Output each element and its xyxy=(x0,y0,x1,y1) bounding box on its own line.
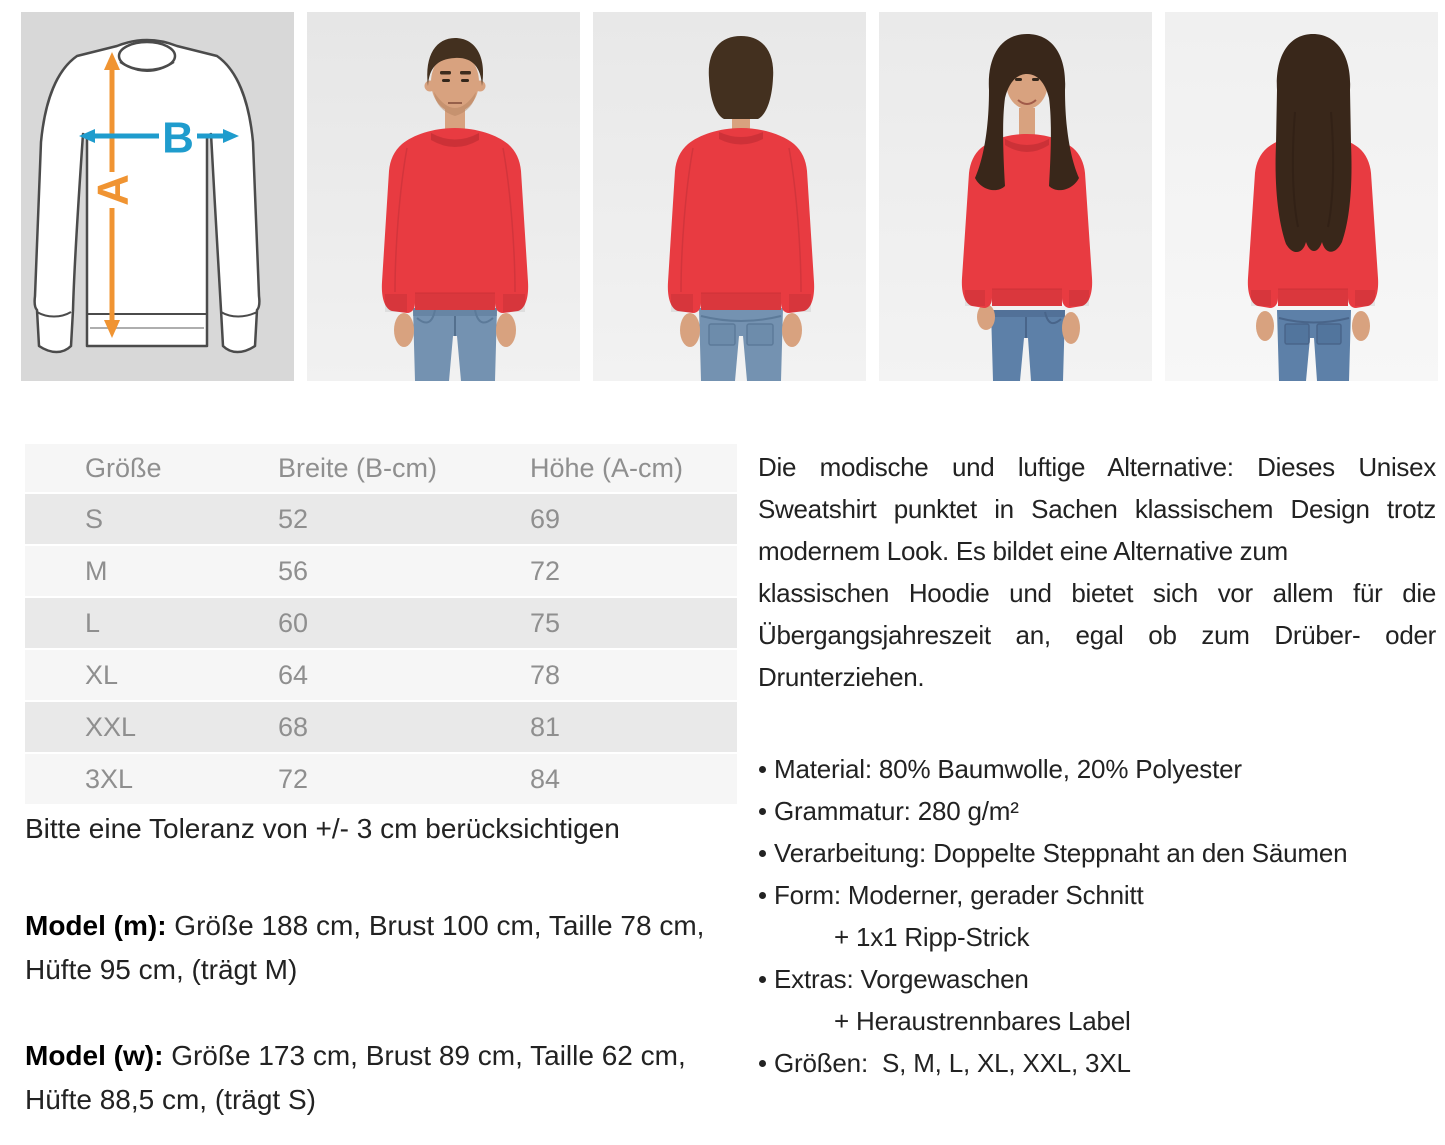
feature-extras-extra: + Heraustrennbares Label xyxy=(834,1006,1131,1036)
feature-form: Form: Moderner, gerader Schnitt xyxy=(758,874,1436,916)
cell-size: L xyxy=(85,607,101,638)
feature-verarbeitung: Verarbeitung: Doppelte Steppnaht an den … xyxy=(758,832,1436,874)
cell-size: XXL xyxy=(85,711,137,742)
bullet-icon xyxy=(759,892,766,899)
cell-size: 3XL xyxy=(85,763,134,794)
cell-width: 72 xyxy=(278,763,309,794)
cell-height: 72 xyxy=(530,555,561,586)
model-m-measurements-1: Größe 188 cm, Brust 100 cm, Taille 78 cm… xyxy=(166,910,705,941)
cell-size: XL xyxy=(85,659,119,690)
bullet-icon xyxy=(759,1060,766,1067)
bullet-icon xyxy=(759,850,766,857)
table-row: S 52 69 xyxy=(25,494,737,544)
bullet-icon xyxy=(759,766,766,773)
feature-form-extra: + 1x1 Ripp-Strick xyxy=(834,922,1030,952)
description-paragraph-2: klassischen Hoodie und bietet sich vor a… xyxy=(758,578,1436,692)
feature-grammatur: Grammatur: 280 g/m² xyxy=(758,790,1436,832)
sweatshirt-measure-diagram: A B xyxy=(21,12,294,381)
bullet-icon xyxy=(759,976,766,983)
photo-male-model-back xyxy=(593,12,866,381)
cell-width: 52 xyxy=(278,503,309,534)
table-row: 3XL 72 84 xyxy=(25,754,737,804)
height-label: A xyxy=(88,174,137,206)
size-diagram-image: A B xyxy=(21,12,294,381)
height-arrow-icon: A xyxy=(88,52,137,338)
model-m-measurements-2: Hüfte 95 cm, (trägt M) xyxy=(25,954,298,985)
description-panel: Die modische und luftige Alternative: Di… xyxy=(758,446,1436,1084)
table-row: M 56 72 xyxy=(25,546,737,596)
photo-male-model-front xyxy=(307,12,580,381)
feature-extras: Extras: Vorgewaschen xyxy=(758,958,1436,1000)
model-w-label: Model (w): xyxy=(25,1040,164,1071)
col-header-size: Größe xyxy=(85,452,162,483)
model-w-measurements-1: Größe 173 cm, Brust 89 cm, Taille 62 cm, xyxy=(163,1040,686,1071)
cell-height: 69 xyxy=(530,503,561,534)
cell-height: 81 xyxy=(530,711,561,742)
feature-list: Material: 80% Baumwolle, 20% Polyester G… xyxy=(758,748,1436,1084)
sweatshirt-outline-icon xyxy=(33,38,261,354)
table-row: XL 64 78 xyxy=(25,650,737,700)
photo-female-model-front xyxy=(879,12,1152,381)
size-table-header-row: Größe Breite (B-cm) Höhe (A-cm) xyxy=(25,444,737,492)
cell-height: 84 xyxy=(530,763,561,794)
photo-female-model-back xyxy=(1165,12,1438,381)
bullet-icon xyxy=(759,808,766,815)
cell-height: 78 xyxy=(530,659,561,690)
table-row: XXL 68 81 xyxy=(25,702,737,752)
model-w-info: Model (w): Größe 173 cm, Brust 89 cm, Ta… xyxy=(25,1034,737,1122)
cell-size: S xyxy=(85,503,104,534)
col-header-height: Höhe (A-cm) xyxy=(530,452,684,483)
model-m-info: Model (m): Größe 188 cm, Brust 100 cm, T… xyxy=(25,904,737,992)
size-table: Größe Breite (B-cm) Höhe (A-cm) S 52 69 … xyxy=(25,444,737,804)
cell-width: 68 xyxy=(278,711,309,742)
model-w-measurements-2: Hüfte 88,5 cm, (trägt S) xyxy=(25,1084,316,1115)
cell-width: 60 xyxy=(278,607,309,638)
cell-size: M xyxy=(85,555,108,586)
cell-height: 75 xyxy=(530,607,561,638)
width-arrow-icon: B xyxy=(79,113,239,162)
col-header-width: Breite (B-cm) xyxy=(278,452,438,483)
feature-material: Material: 80% Baumwolle, 20% Polyester xyxy=(758,748,1436,790)
size-info-panel: Größe Breite (B-cm) Höhe (A-cm) S 52 69 … xyxy=(25,444,737,1122)
product-gallery: A B xyxy=(21,12,1438,381)
tolerance-note: Bitte eine Toleranz von +/- 3 cm berücks… xyxy=(25,813,620,844)
table-row: L 60 75 xyxy=(25,598,737,648)
width-label: B xyxy=(162,113,194,162)
feature-sizes: Größen: S, M, L, XL, XXL, 3XL xyxy=(758,1042,1436,1084)
description-paragraph-1: Die modische und luftige Alternative: Di… xyxy=(758,452,1436,566)
cell-width: 64 xyxy=(278,659,309,690)
cell-width: 56 xyxy=(278,555,309,586)
model-m-label: Model (m): xyxy=(25,910,167,941)
